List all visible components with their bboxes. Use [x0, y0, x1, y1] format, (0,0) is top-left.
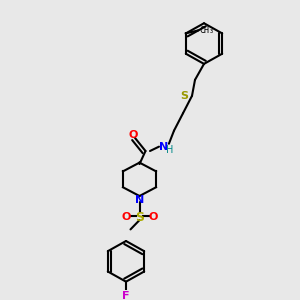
Text: F: F — [122, 291, 130, 300]
Text: O: O — [121, 212, 131, 222]
Text: O: O — [148, 212, 158, 222]
Text: S: S — [180, 91, 188, 101]
Text: N: N — [135, 195, 144, 206]
Text: O: O — [129, 130, 138, 140]
Text: S: S — [135, 211, 144, 224]
Text: H: H — [167, 145, 174, 155]
Text: CH₃: CH₃ — [199, 26, 214, 35]
Text: N: N — [159, 142, 168, 152]
